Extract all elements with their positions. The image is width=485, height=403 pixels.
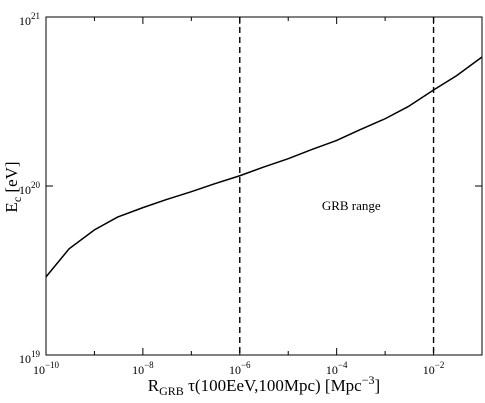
y-tick-labels: 1019 1020 1021 — [19, 11, 41, 366]
annotation-grb-range: GRB range — [322, 198, 381, 213]
series-line — [45, 56, 483, 278]
x-tick-label: 10−6 — [229, 360, 251, 377]
x-axis-label: RGRB τ(100EeV,100Mpc) [Mpc−3] — [148, 373, 380, 398]
x-tick-label: 10−10 — [33, 360, 60, 377]
plot-frame — [45, 16, 483, 356]
tick-marks — [45, 16, 483, 356]
y-tick-label: 1019 — [19, 349, 41, 366]
x-tick-labels: 10−10 10−8 10−6 10−4 10−2 — [33, 360, 444, 377]
y-tick-label: 1021 — [19, 11, 40, 28]
x-tick-label: 10−4 — [326, 360, 348, 377]
range-lines — [239, 17, 435, 355]
y-tick-label: 1020 — [19, 180, 41, 197]
x-tick-label: 10−8 — [132, 360, 154, 377]
y-axis-label: Ec [eV] — [2, 161, 24, 212]
x-tick-label: 10−2 — [423, 360, 445, 377]
